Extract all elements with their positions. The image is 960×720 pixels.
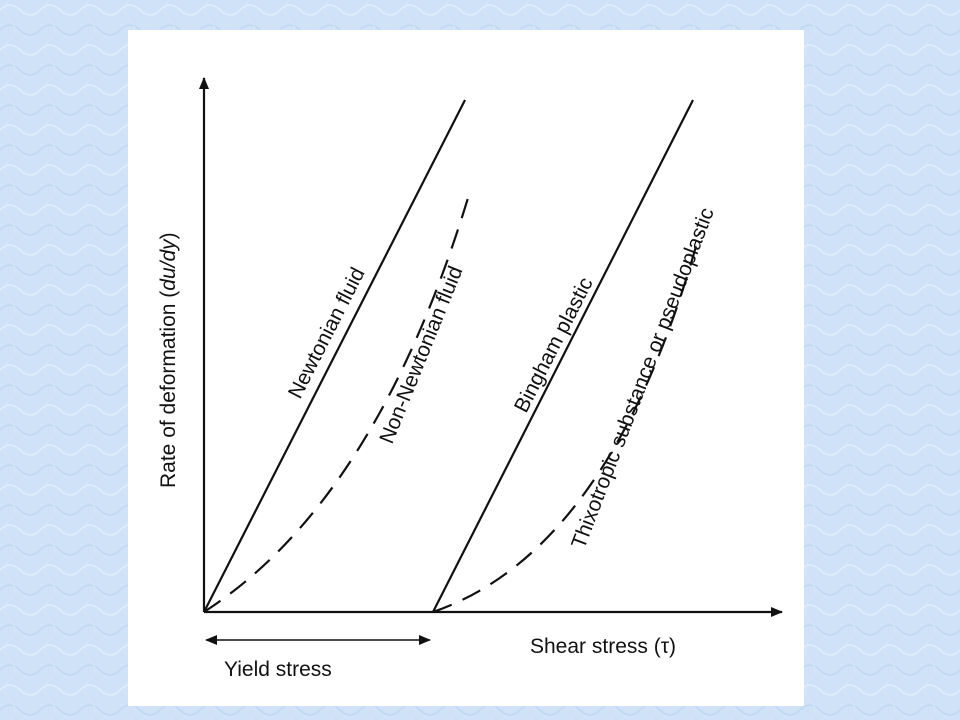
x-axis-label: Shear stress (τ): [530, 635, 676, 658]
yield-stress-label: Yield stress: [224, 658, 332, 681]
bingham-plastic-label: Bingham plastic: [510, 274, 598, 417]
newtonian-fluid-label: Newtonian fluid: [284, 264, 370, 402]
rheology-diagram: Rate of deformation (du/dy) Shear stress…: [157, 77, 783, 681]
non-newtonian-fluid-curve: [203, 187, 473, 613]
bingham-plastic-line: [432, 99, 694, 613]
newtonian-fluid-line: [203, 99, 466, 613]
thixotropic-label: Thixotropic substance or pseudoplastic: [567, 205, 719, 552]
diagram-panel: Rate of deformation (du/dy) Shear stress…: [128, 30, 804, 706]
thixotropic-curve: [432, 231, 702, 614]
non-newtonian-fluid-label: Non-Newtonian fluid: [375, 263, 467, 447]
y-axis-label: Rate of deformation (du/dy): [157, 232, 180, 488]
